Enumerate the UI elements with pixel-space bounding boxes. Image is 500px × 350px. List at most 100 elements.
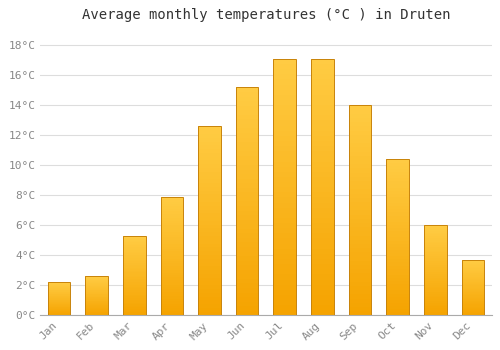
Bar: [86, 283, 108, 284]
Bar: [160, 273, 183, 275]
Bar: [198, 206, 221, 210]
Bar: [348, 164, 372, 168]
Bar: [198, 195, 221, 198]
Bar: [48, 309, 70, 310]
Bar: [123, 303, 146, 304]
Bar: [348, 198, 372, 202]
Bar: [274, 280, 296, 285]
Bar: [236, 119, 258, 124]
Bar: [86, 284, 108, 285]
Bar: [462, 306, 484, 307]
Bar: [48, 291, 70, 292]
Bar: [160, 280, 183, 282]
Bar: [424, 251, 446, 252]
Bar: [462, 260, 484, 261]
Bar: [160, 256, 183, 259]
Bar: [462, 286, 484, 287]
Bar: [274, 249, 296, 254]
Bar: [348, 223, 372, 227]
Bar: [348, 303, 372, 307]
Bar: [160, 301, 183, 303]
Bar: [86, 296, 108, 297]
Bar: [48, 283, 70, 284]
Bar: [160, 216, 183, 218]
Bar: [348, 110, 372, 114]
Bar: [236, 229, 258, 233]
Bar: [274, 146, 296, 151]
Bar: [274, 259, 296, 264]
Title: Average monthly temperatures (°C ) in Druten: Average monthly temperatures (°C ) in Dr…: [82, 8, 450, 22]
Bar: [311, 305, 334, 310]
Bar: [160, 278, 183, 280]
Bar: [123, 250, 146, 252]
Bar: [424, 274, 446, 276]
Bar: [424, 271, 446, 272]
Bar: [198, 296, 221, 300]
Bar: [198, 289, 221, 293]
Bar: [274, 228, 296, 233]
Bar: [386, 166, 409, 169]
Bar: [424, 225, 446, 315]
Bar: [123, 241, 146, 242]
Bar: [236, 160, 258, 165]
Bar: [424, 263, 446, 265]
Bar: [236, 243, 258, 247]
Bar: [311, 79, 334, 85]
Bar: [348, 299, 372, 303]
Bar: [311, 203, 334, 208]
Bar: [123, 242, 146, 244]
Bar: [198, 251, 221, 255]
Bar: [86, 313, 108, 314]
Bar: [198, 149, 221, 153]
Bar: [86, 309, 108, 310]
Bar: [348, 206, 372, 210]
Bar: [86, 297, 108, 298]
Bar: [48, 282, 70, 283]
Bar: [86, 307, 108, 308]
Bar: [86, 293, 108, 294]
Bar: [462, 311, 484, 312]
Bar: [48, 307, 70, 308]
Bar: [236, 211, 258, 215]
Bar: [348, 261, 372, 265]
Bar: [274, 172, 296, 177]
Bar: [311, 85, 334, 90]
Bar: [274, 131, 296, 136]
Bar: [198, 278, 221, 281]
Bar: [348, 143, 372, 147]
Bar: [462, 292, 484, 293]
Bar: [462, 265, 484, 267]
Bar: [86, 311, 108, 312]
Bar: [424, 252, 446, 254]
Bar: [123, 293, 146, 295]
Bar: [86, 291, 108, 292]
Bar: [348, 156, 372, 160]
Bar: [160, 223, 183, 225]
Bar: [160, 249, 183, 251]
Bar: [462, 269, 484, 270]
Bar: [311, 136, 334, 141]
Bar: [236, 101, 258, 106]
Bar: [160, 214, 183, 216]
Bar: [236, 110, 258, 115]
Bar: [348, 252, 372, 257]
Bar: [462, 260, 484, 315]
Bar: [123, 312, 146, 314]
Bar: [160, 303, 183, 306]
Bar: [424, 245, 446, 247]
Bar: [274, 223, 296, 228]
Bar: [48, 304, 70, 305]
Bar: [86, 282, 108, 283]
Bar: [160, 202, 183, 204]
Bar: [348, 105, 372, 315]
Bar: [123, 284, 146, 285]
Bar: [386, 247, 409, 250]
Bar: [424, 294, 446, 296]
Bar: [160, 296, 183, 299]
Bar: [274, 156, 296, 162]
Bar: [160, 247, 183, 249]
Bar: [424, 301, 446, 303]
Bar: [348, 257, 372, 261]
Bar: [236, 124, 258, 128]
Bar: [236, 265, 258, 270]
